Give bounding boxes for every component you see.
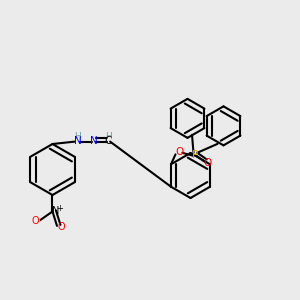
Text: +: +: [56, 204, 62, 213]
Text: N: N: [52, 206, 60, 216]
Text: O: O: [58, 222, 66, 233]
Text: H: H: [105, 132, 112, 141]
Text: P: P: [192, 150, 198, 160]
Text: N: N: [74, 136, 81, 146]
Text: N: N: [90, 136, 98, 146]
Text: H: H: [74, 132, 81, 141]
Text: O: O: [31, 216, 39, 226]
Text: O: O: [175, 147, 184, 157]
Text: ⁻: ⁻: [36, 220, 40, 226]
Text: O: O: [204, 158, 212, 168]
Text: C: C: [105, 136, 112, 146]
